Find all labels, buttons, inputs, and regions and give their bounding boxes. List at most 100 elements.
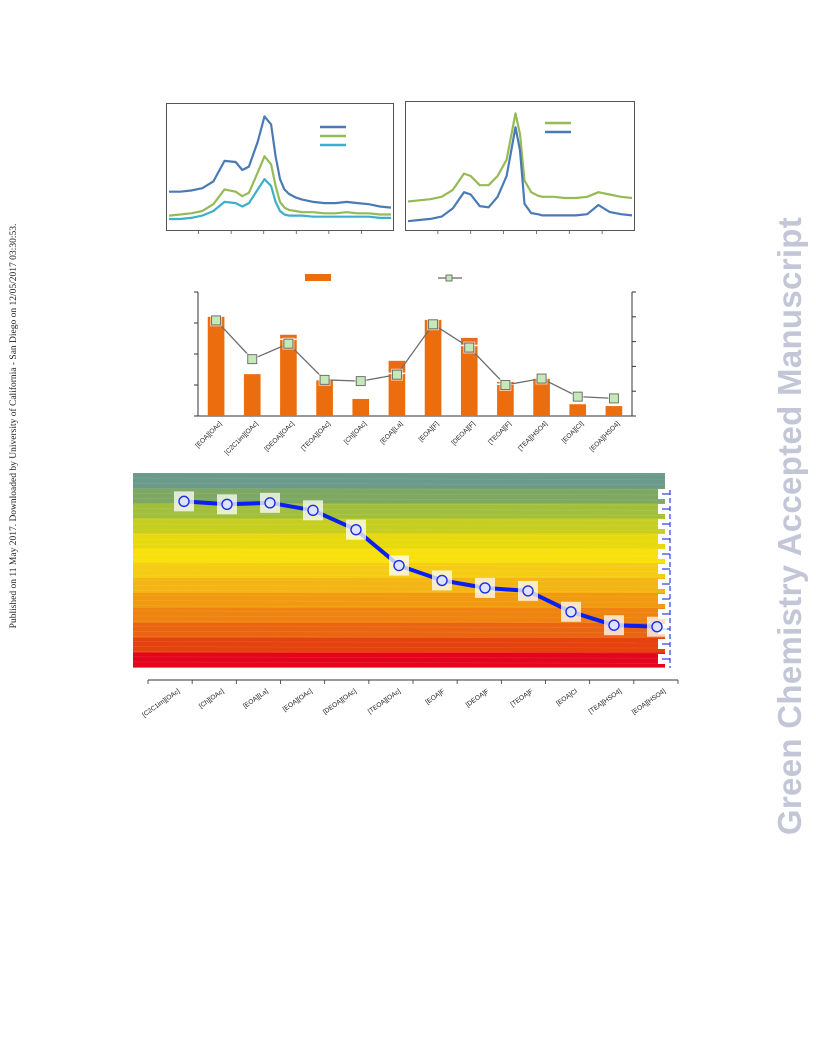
data-point-marker: [391, 369, 402, 380]
color-band: [133, 532, 665, 549]
series-line: [215, 319, 614, 400]
bar: [569, 404, 587, 416]
x-tick-group: [EOA][OAc]: [282, 688, 314, 713]
x-tick-label: [DEOA][OAc]: [322, 688, 358, 716]
data-point: [608, 619, 620, 631]
data-point: [436, 574, 448, 587]
plot-frame: [405, 101, 635, 231]
texture-streak: [132, 554, 666, 557]
x-tick-label: [TEOA][OAc]: [300, 420, 332, 452]
spectra-chart-left: [166, 103, 394, 234]
watermark: Green Chemistry Accepted Manuscript: [771, 216, 808, 836]
x-tick-group: [EOA][La]: [379, 420, 404, 445]
data-point-marker: [464, 342, 475, 353]
texture-streak: [132, 549, 666, 552]
bar: [388, 374, 406, 416]
x-tick-group: [TEOA][OAc]: [367, 688, 402, 716]
x-tick-label: [TEOA][OAc]: [367, 688, 402, 716]
x-tick-label: [EOA][La]: [242, 688, 270, 710]
x-tick-label: [DEOA][OAc]: [263, 420, 296, 453]
x-tick-label: [EOA][HSO4]: [589, 420, 622, 453]
bar-extra-segment: [280, 334, 297, 339]
legend-marker: [445, 274, 453, 282]
x-tick-group: [EOA][HSO4]: [631, 688, 667, 716]
x-tick-label: [EOA]Cl: [555, 688, 579, 708]
texture-streak: [132, 539, 666, 542]
texture-streak: [132, 518, 666, 521]
texture-streak: [132, 595, 666, 598]
texture-streak: [132, 574, 666, 577]
x-tick-label: [EOA][Cl]: [561, 420, 585, 444]
color-band: [133, 652, 665, 668]
data-point-marker: [500, 380, 511, 390]
data-point: [651, 621, 663, 633]
bar: [243, 374, 261, 416]
legend-bar-swatch: [305, 274, 331, 281]
data-point-marker: [572, 391, 583, 402]
color-band: [133, 622, 665, 638]
data-point: [221, 498, 233, 511]
x-tick-group: [EOA][La]: [242, 688, 270, 710]
color-band: [133, 517, 665, 534]
x-tick-label: [TEA][HSO4]: [588, 688, 623, 716]
texture-streak: [132, 523, 666, 526]
bar: [460, 346, 478, 416]
bar-extra-segment: [460, 337, 478, 345]
texture-streak: [132, 585, 666, 588]
bar-extra-segment: [388, 360, 406, 373]
x-tick-group: [DEOA][F]: [450, 420, 476, 446]
x-tick-label: [EOA][La]: [379, 420, 404, 445]
x-tick-label: [EOA]F: [425, 688, 447, 706]
data-point: [178, 495, 190, 508]
texture-streak: [132, 472, 666, 475]
texture-streak: [132, 493, 666, 496]
texture-streak: [132, 482, 666, 486]
x-tick-label: [EOA][F]: [418, 420, 441, 443]
texture-streak: [132, 636, 666, 639]
x-tick-label: [EOA][HSO4]: [631, 688, 667, 716]
texture-streak: [132, 488, 666, 491]
texture-streak: [132, 625, 666, 628]
x-tick-group: [EOA]Cl: [555, 688, 579, 708]
data-point-marker: [428, 319, 439, 330]
x-tick-group: [TEOA][F]: [487, 420, 513, 446]
data-point-marker: [608, 393, 619, 404]
spectrum-series-line: [407, 126, 633, 223]
bar-line-chart: [EOA][OAc] [C2C1im][OAc] [DEOA][OAc] [TEOA]…: [194, 274, 636, 457]
texture-streak: [132, 630, 666, 634]
bar: [424, 319, 442, 416]
x-tick-group: [TEOA]F: [510, 688, 535, 708]
spectrum-series-line: [407, 112, 633, 203]
x-tick-group: [Ch][OAc]: [343, 420, 368, 445]
data-point-marker: [247, 354, 258, 365]
banded-line-chart: [C2C1im][OAc] [Ch][OAc] [EOA][La] [EOA][OAc…: [132, 472, 679, 719]
texture-streak: [132, 544, 666, 547]
data-point-marker: [536, 373, 547, 384]
x-tick-group: [DEOA][OAc]: [263, 420, 296, 453]
texture-streak: [132, 620, 666, 623]
x-tick-group: [EOA][Cl]: [561, 420, 585, 444]
spectra-chart-right: [405, 101, 635, 234]
x-tick-group: [DEOA]F: [465, 688, 491, 709]
x-tick-group: [EOA][HSO4]: [589, 420, 622, 453]
bar: [280, 340, 297, 416]
spectrum-series-line: [168, 155, 391, 217]
x-tick-label: [Ch][OAc]: [343, 420, 368, 445]
data-point: [307, 504, 319, 517]
texture-streak: [132, 651, 666, 654]
data-point: [522, 585, 534, 597]
color-band: [133, 487, 665, 504]
bar: [207, 316, 225, 416]
data-point: [479, 582, 491, 594]
color-band: [133, 473, 665, 489]
texture-streak: [132, 656, 666, 659]
x-tick-label: [C2C1im][OAc]: [224, 420, 260, 456]
x-tick-group: [Ch][OAc]: [198, 688, 226, 710]
bar: [533, 378, 550, 416]
texture-streak: [132, 590, 666, 593]
color-band: [133, 607, 665, 623]
x-tick-group: [EOA][OAc]: [194, 420, 223, 449]
x-tick-label: [EOA][OAc]: [282, 688, 314, 713]
data-point-marker: [319, 374, 330, 385]
data-point-marker: [355, 376, 366, 387]
